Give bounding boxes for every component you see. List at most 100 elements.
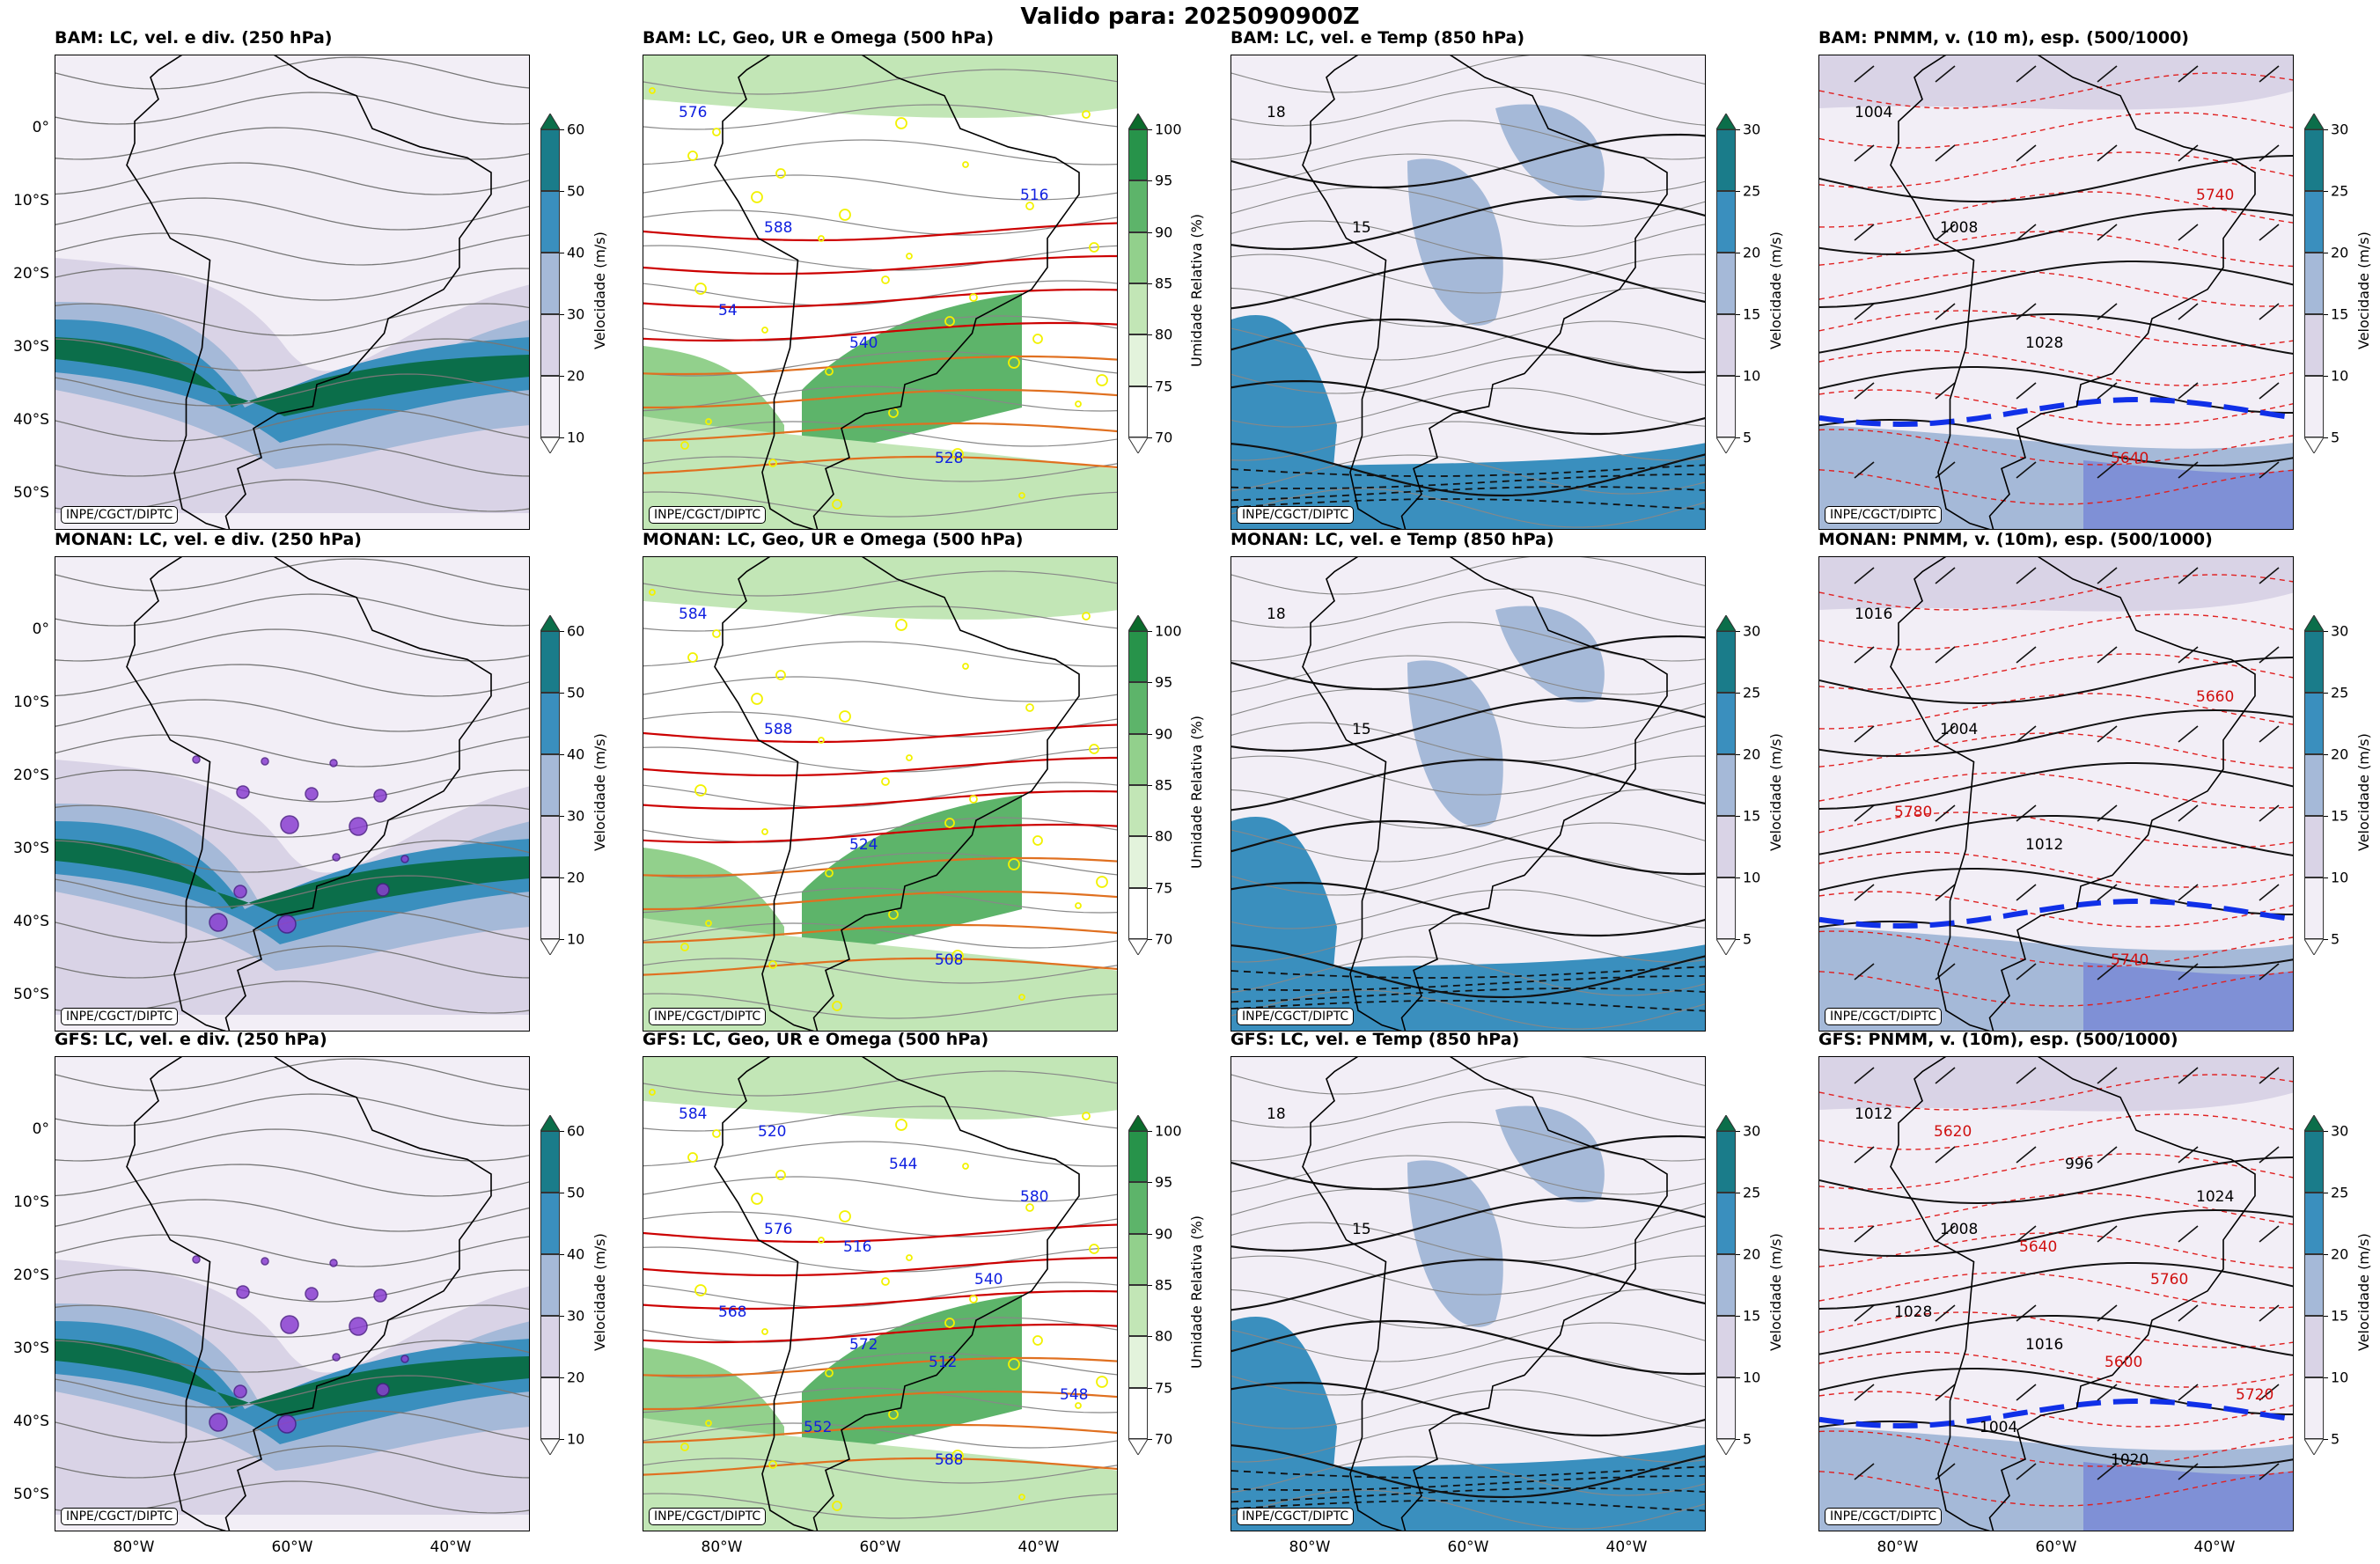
lat-label: 10°S [13,192,49,210]
colorbar-extend-max [1128,1115,1148,1131]
map-panel[interactable]: INPE/CGCT/DIPTC [55,55,530,530]
colorbar-tick-label: 15 [2331,305,2349,323]
colorbar-tick-label: 10 [1743,869,1761,886]
colorbar-segment [1716,1131,1736,1193]
colorbar-tickmark [560,877,564,878]
colorbar-tickmark [560,1131,564,1132]
colorbar-segment [540,816,560,877]
contour-label: 1012 [2025,836,2063,854]
colorbar-tickmark [1148,129,1152,130]
contour-label: 5740 [2111,951,2149,969]
colorbar-tickmark [560,1377,564,1378]
colorbar-tickmark [560,939,564,940]
colorbar-tick-label: 25 [1743,684,1761,701]
contour-label: 54 [718,302,738,319]
coastline [1890,557,2256,1031]
map-panel[interactable]: 584 588 524 508 INPE/CGCT/DIPTC [643,556,1118,1032]
contour-label: 548 [1060,1386,1088,1404]
map-panel[interactable]: 1016 1004 1012 5740 5660 5780 INPE/CGCT/DIPTC [1818,556,2294,1032]
colorbar-tickmark [1148,437,1152,438]
lat-label: 10°S [13,1193,49,1212]
colorbar-segment [2304,816,2324,877]
colorbar-segment [1716,1316,1736,1377]
contour-label: 15 [1352,219,1371,237]
colorbar-tick-label: 95 [1155,673,1173,691]
colorbar-segment [1128,1336,1148,1388]
lat-label: 40°S [13,411,49,430]
colorbar-tickmark [1736,1316,1740,1317]
map-canvas [55,55,529,529]
map-panel[interactable]: 576 588 540 528 516 54 INPE/CGCT/DIPTC [643,55,1118,530]
lon-label: 60°W [2035,1538,2077,1556]
lat-label: 20°S [13,265,49,283]
colorbar-tick-label: 30 [2331,1122,2349,1140]
colorbar-segment [2304,129,2324,191]
colorbar-extend-max [540,1115,560,1131]
lat-label: 10°S [13,694,49,712]
colorbar-tick-label: 95 [1155,172,1173,189]
contour-label: 552 [804,1419,832,1436]
colorbar: 5 10 15 20 25 30 Velocidade (m/s) [2304,1115,2372,1455]
colorbar-tick-label: 75 [1155,378,1173,395]
colorbar: 10 20 30 40 50 60 Velocidade (m/s) [540,615,608,955]
colorbar-extend-max [1716,1115,1736,1131]
map-panel[interactable]: 1004 1008 1028 5640 5740 INPE/CGCT/DIPTC [1818,55,2294,530]
colorbar-tickmark [2324,693,2328,694]
colorbar-tick-label: 90 [1155,725,1173,743]
contour-label: 1004 [1980,1419,2017,1436]
contour-label: 5600 [2105,1354,2142,1371]
contour-label: 15 [1352,1221,1371,1238]
colorbar-segment [2304,1377,2324,1439]
contour-label: 512 [929,1354,957,1371]
credit-badge: INPE/CGCT/DIPTC [649,1008,767,1025]
colorbar-segment [540,1377,560,1439]
map-panel[interactable]: INPE/CGCT/DIPTC [55,1056,530,1531]
colorbar-extend-max [1716,114,1736,129]
colorbar-extend-min [1716,1439,1736,1455]
map-panel[interactable]: 18 15 INPE/CGCT/DIPTC [1230,1056,1706,1531]
contour-label: 18 [1267,104,1286,121]
colorbar-tickmark [2324,1131,2328,1132]
map-panel[interactable]: 584 576 572 588 580 568 552 544 540 548 520 516 512 I… [643,1056,1118,1531]
colorbar-tick-label: 30 [567,305,585,323]
colorbar: 70 75 80 85 90 95 100 Umidade Relativa (%) [1128,1115,1205,1455]
lon-label: 40°W [2193,1538,2236,1556]
colorbar-tick-label: 60 [567,622,585,640]
colorbar-extend-min [2304,1439,2324,1455]
colorbar-tickmark [1148,334,1152,336]
colorbar-tickmark [2324,1377,2328,1378]
colorbar-tick-label: 25 [2331,182,2349,200]
colorbar-tick-label: 85 [1155,1276,1173,1294]
colorbar-tick-label: 85 [1155,275,1173,292]
map-canvas: 584 588 524 508 [643,557,1117,1031]
colorbar-tickmark [1148,733,1152,735]
contour-label: 5740 [2196,187,2234,204]
panel-title: BAM: PNMM, v. (10 m), esp. (500/1000) [1818,28,2189,48]
colorbar-tick-label: 10 [2331,869,2349,886]
contour-label: 544 [889,1156,917,1173]
colorbar-tickmark [1736,754,1740,755]
colorbar-segment [2304,1254,2324,1316]
colorbar-tick-label: 15 [2331,807,2349,825]
coastline [714,55,1080,529]
map-panel[interactable]: 18 15 INPE/CGCT/DIPTC [1230,556,1706,1032]
lat-label: 30°S [13,338,49,356]
colorbar-tick-label: 30 [567,807,585,825]
colorbar-segment [1128,1233,1148,1285]
coastline [1302,1057,1668,1531]
colorbar-label: Velocidade (m/s) [591,733,608,851]
map-panel[interactable]: 18 15 INPE/CGCT/DIPTC [1230,55,1706,530]
colorbar-segment [2304,877,2324,939]
colorbar-tickmark [1148,682,1152,684]
colorbar-tickmark [560,754,564,755]
colorbar-segment [1716,1254,1736,1316]
colorbar-extend-max [2304,615,2324,631]
colorbar-tickmark [2324,939,2328,940]
colorbar-segment [1128,283,1148,335]
colorbar-tick-label: 30 [2331,121,2349,138]
map-canvas: 1004 1008 1028 5640 5740 [1819,55,2293,529]
lat-label: 30°S [13,1340,49,1358]
map-panel[interactable]: INPE/CGCT/DIPTC [55,556,530,1032]
map-panel[interactable]: 1012 1008 1016 1020 1024 1028 1004 996 5760 5720 5… [1818,1056,2294,1531]
